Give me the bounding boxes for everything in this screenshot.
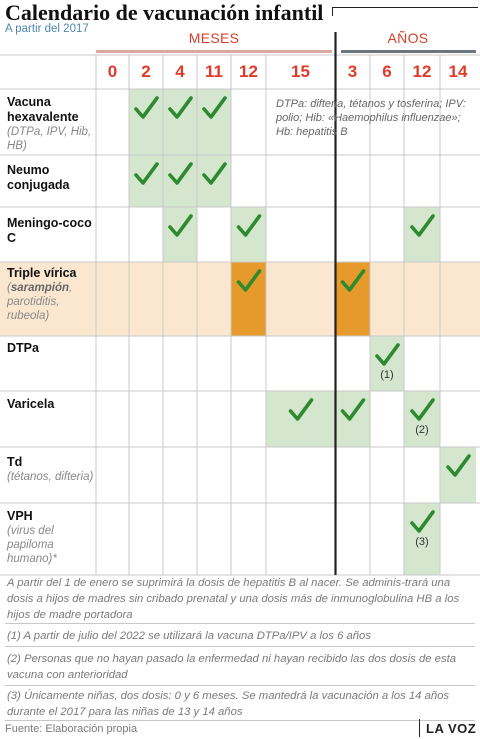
vaccine-label: Triple vírica (sarampión, parotiditis, rub… [7, 266, 95, 323]
column-header: 15 [291, 62, 310, 81]
column-header: 11 [205, 62, 223, 81]
checkmark-icon [410, 510, 435, 533]
checkmark-icon [134, 96, 159, 119]
checkmark-icon [288, 398, 314, 421]
page-subtitle: A partir del 2017 [5, 23, 89, 35]
vaccine-name: Triple vírica [7, 266, 77, 280]
footnote-divider [5, 646, 475, 647]
vaccine-label: Varicela [7, 397, 95, 412]
vaccine-label: Meningo-coco C [7, 216, 95, 246]
footnote-marker: (1) [380, 369, 394, 381]
footnote-marker: (2) [415, 424, 429, 436]
vaccine-name: Vacuna hexavalente [7, 95, 79, 124]
vaccine-name: DTPa [7, 341, 39, 355]
checkmark-icon [168, 96, 193, 119]
footnote-divider [5, 623, 475, 624]
vaccine-description: (DTPa, IPV, Hib, HB) [7, 126, 92, 152]
vaccine-description: (sarampión, parotiditis, rubeola) [7, 282, 73, 322]
vaccine-label: VPH (virus del papiloma humano)* [7, 509, 95, 566]
checkmark-icon [236, 214, 262, 237]
footnote-3: (3) Únicamente niñas, dos dosis: 0 y 6 m… [7, 690, 450, 718]
checkmark-icon [375, 343, 400, 366]
checkmark-icon [134, 162, 159, 185]
brand-rule [419, 719, 420, 737]
dose-cell [231, 262, 266, 336]
vaccine-name: Neumo conjugada [7, 163, 70, 192]
vaccine-name: Meningo-coco C [7, 216, 92, 245]
checkmark-icon [410, 214, 435, 237]
page-title: Calendario de vacunación infantil [5, 0, 324, 25]
checkmark-icon [410, 398, 435, 421]
column-header: 0 [107, 62, 118, 81]
title-rule [332, 7, 478, 8]
checkmark-icon [168, 162, 193, 185]
brand-logo: LA VOZ [426, 721, 477, 736]
column-header: 12 [412, 62, 432, 81]
footnote-divider [5, 685, 475, 686]
source-credit: Fuente: Elaboración propia [5, 723, 138, 735]
checkmark-icon [236, 269, 262, 292]
vaccine-label: Neumo conjugada [7, 163, 95, 193]
checkmark-icon [340, 398, 366, 421]
vaccine-description: (tétanos, difteria) [7, 471, 94, 483]
dose-cell [404, 503, 440, 575]
dose-cell [266, 391, 335, 447]
vaccine-label: Vacuna hexavalente (DTPa, IPV, Hib, HB) [7, 95, 95, 153]
footnote-hepatitis: A partir del 1 de enero se suprimirá la … [7, 577, 460, 621]
group-label-anos: AÑOS [387, 30, 429, 46]
vaccine-name: VPH [7, 509, 33, 523]
column-header: 6 [382, 62, 392, 81]
checkmark-icon [446, 454, 471, 477]
vaccine-name: Td [7, 455, 23, 469]
group-label-meses: MESES [188, 30, 240, 46]
checkmark-icon [202, 162, 227, 185]
footnote-marker: (3) [415, 536, 429, 548]
column-header: 4 [175, 62, 185, 81]
vaccine-description-emphasis: sarampión [10, 282, 70, 294]
footnote-1: (1) A partir de julio del 2022 se utiliz… [7, 630, 371, 642]
checkmark-icon [340, 269, 366, 292]
group-bar-anos [341, 50, 476, 53]
vaccine-label: Td (tétanos, difteria) [7, 455, 95, 484]
checkmark-icon [168, 214, 193, 237]
vaccine-name: Varicela [7, 397, 55, 411]
vaccine-description: (virus del papiloma humano)* [7, 525, 57, 565]
column-header: 3 [347, 62, 358, 81]
checkmark-icon [202, 96, 227, 119]
abbreviation-note: DTPa: difteria, tétanos y tosferina; IPV… [276, 98, 466, 138]
vaccine-label: DTPa [7, 341, 95, 356]
vaccine-description-rest: parotiditis, rubeola) [7, 296, 60, 322]
column-header: 14 [448, 62, 468, 81]
group-bar-meses [96, 50, 332, 53]
dose-cell [335, 262, 370, 336]
footnote-2: (2) Personas que no hayan pasado la enfe… [7, 653, 457, 681]
column-header: 2 [141, 62, 151, 81]
title-rule-tick [332, 7, 333, 16]
footnote-divider [5, 720, 475, 721]
column-header: 12 [239, 62, 258, 81]
